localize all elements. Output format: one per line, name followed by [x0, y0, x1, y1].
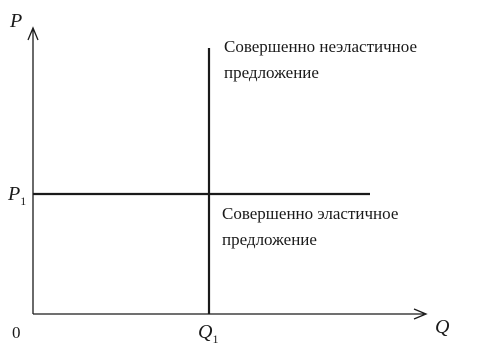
elastic-label-line2: предложение	[222, 230, 317, 249]
x-axis-label: Q	[435, 316, 450, 338]
origin-label: 0	[12, 323, 21, 342]
y-axis-label: P	[9, 10, 22, 32]
inelastic-label-line2: предложение	[224, 63, 319, 82]
quantity-tick-sub: 1	[212, 332, 218, 346]
quantity-tick-label: Q1	[198, 321, 218, 346]
price-tick-label: P1	[7, 183, 26, 208]
price-tick-sub: 1	[20, 194, 26, 208]
x-axis-arrow	[413, 308, 428, 320]
quantity-tick-base: Q	[198, 321, 213, 343]
inelastic-label-line1: Совершенно неэластичное	[224, 37, 417, 56]
y-axis-arrow	[27, 26, 39, 41]
price-tick-base: P	[7, 183, 20, 205]
elastic-label-line1: Совершенно эластичное	[222, 204, 398, 223]
